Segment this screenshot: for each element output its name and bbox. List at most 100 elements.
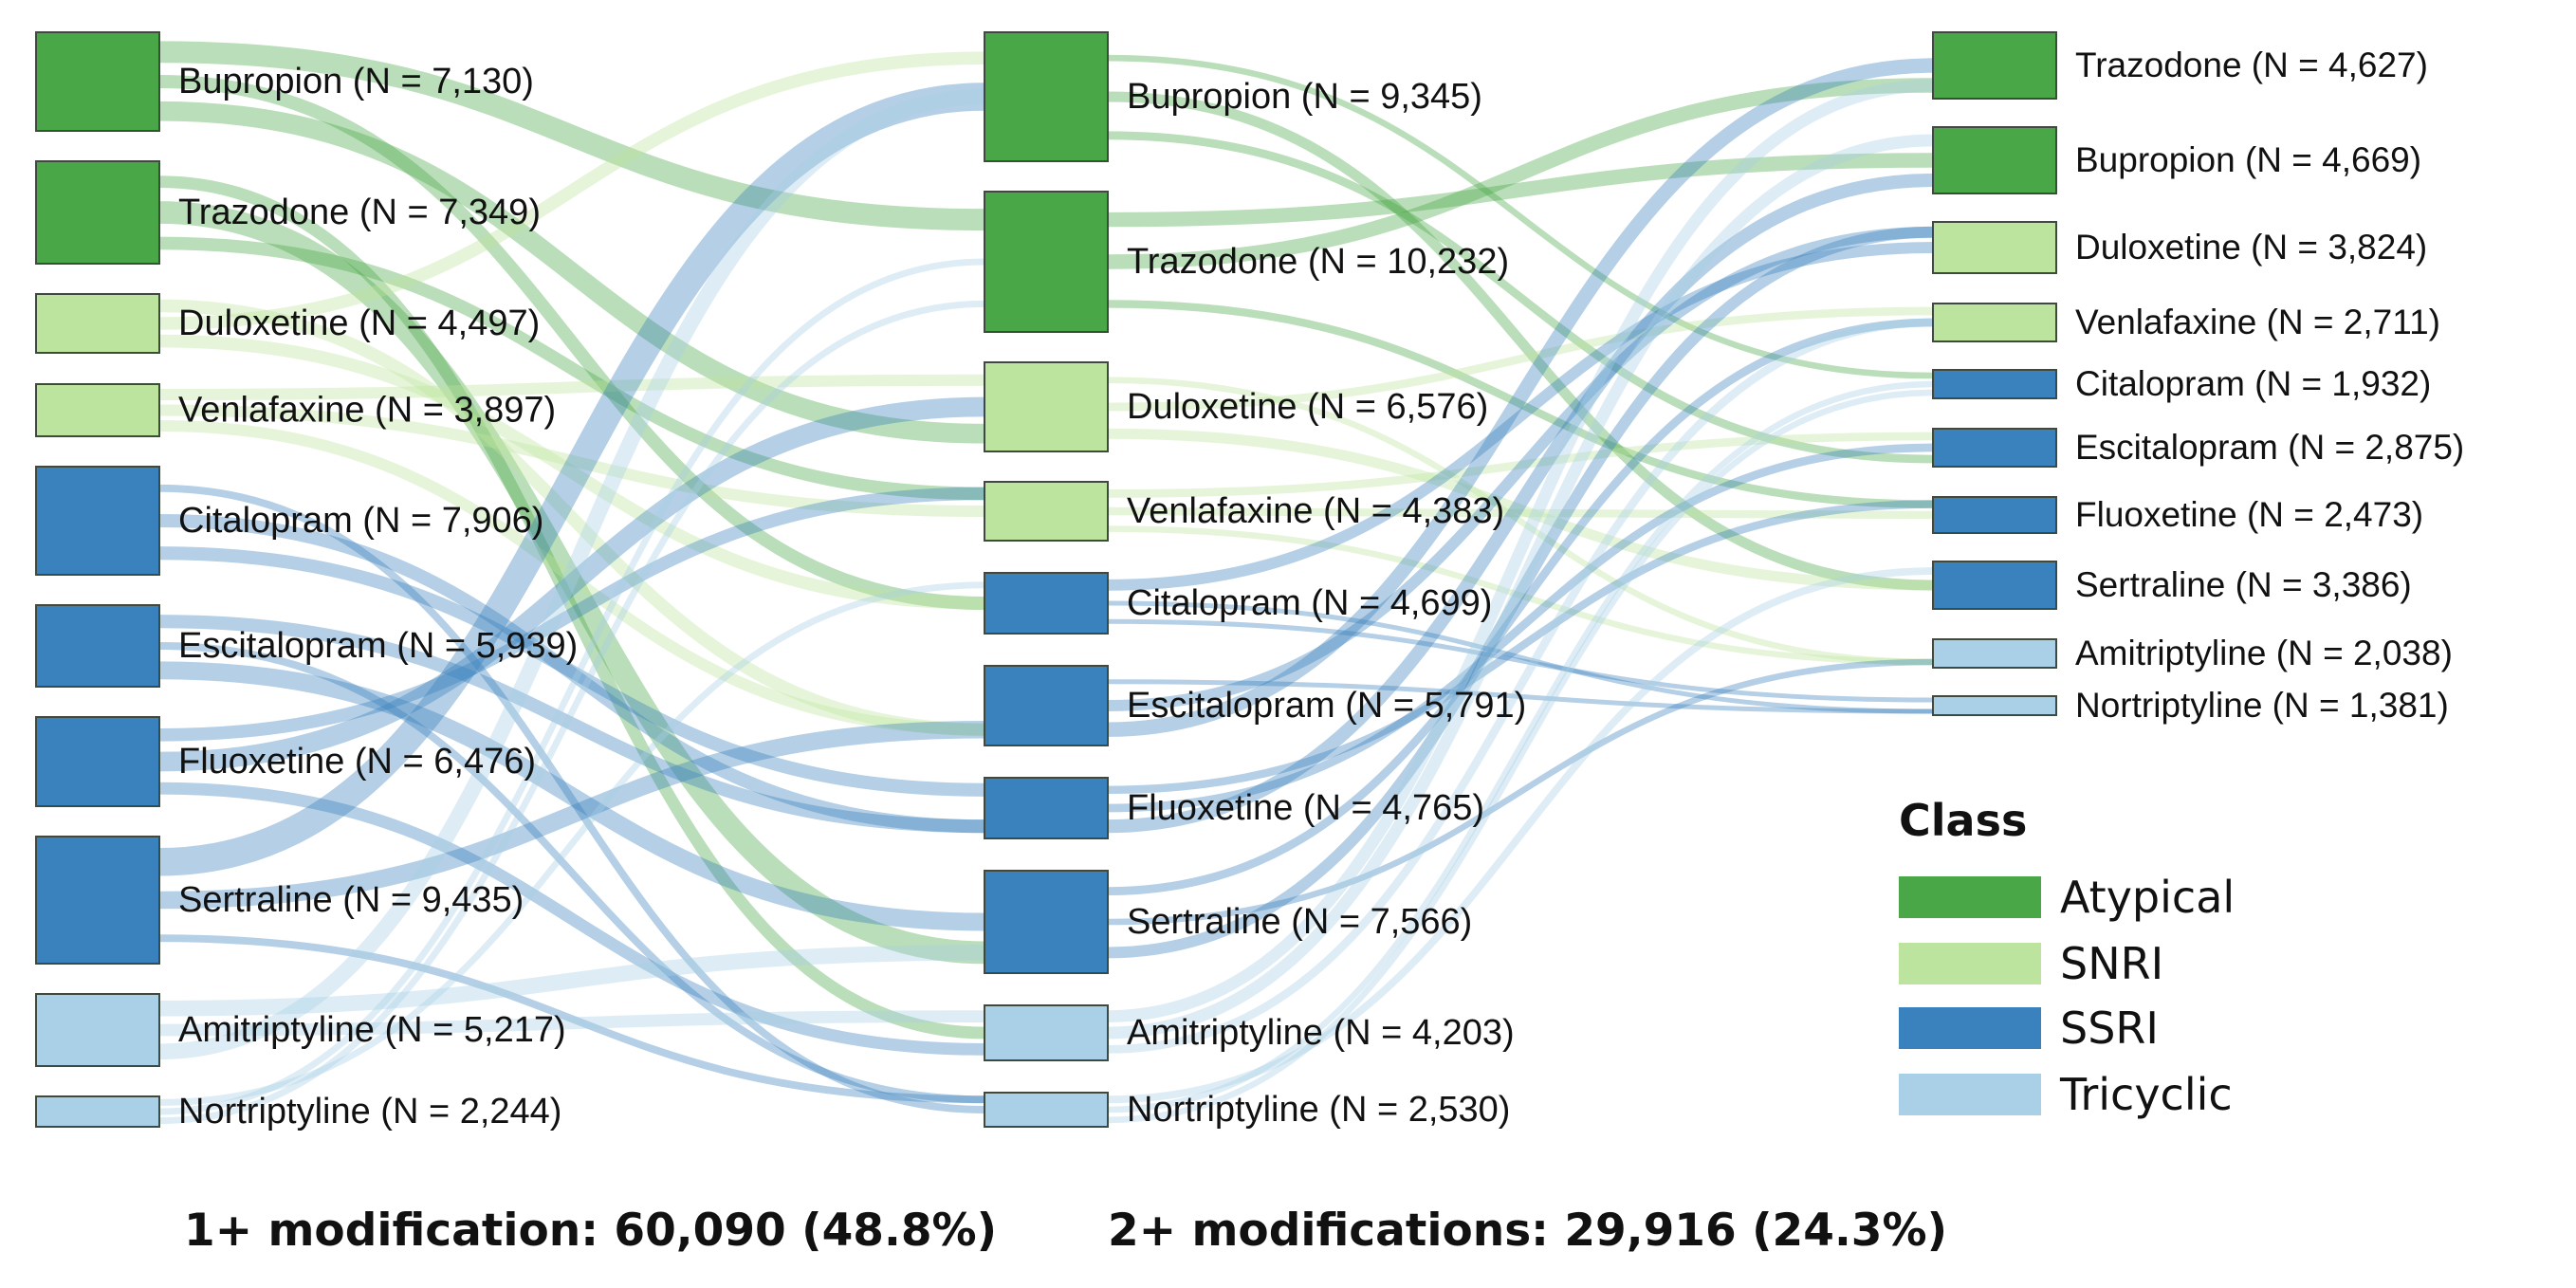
node-label-3-amitriptyline: Amitriptyline (N = 2,038)	[2075, 634, 2453, 672]
node-label-1-fluoxetine: Fluoxetine (N = 6,476)	[178, 742, 536, 782]
flow-link-escitalopram-to-fluoxetine	[158, 615, 985, 834]
flow-link-bupropion-to-sertraline	[1107, 91, 1934, 591]
flow-link-trazodone-to-fluoxetine	[1107, 300, 1934, 508]
flow-link-trazodone-to-venlafaxine	[158, 236, 985, 501]
flow-link-bupropion-to-escitalopram	[1107, 131, 1934, 464]
flow-link-nortriptyline-to-citalopram	[1107, 389, 1934, 1124]
flow-link-fluoxetine-to-escitalopram	[1107, 443, 1934, 813]
legend-swatch-ssri	[1899, 1007, 2041, 1049]
node-3-fluoxetine	[1932, 496, 2057, 534]
flow-link-fluoxetine-to-bupropion	[1107, 173, 1934, 834]
flow-link-venlafaxine-to-venlafaxine	[158, 404, 985, 518]
flow-link-nortriptyline-to-citalopram	[1107, 380, 1934, 1113]
flow-link-citalopram-to-fluoxetine	[158, 546, 985, 797]
flow-link-trazodone-to-bupropion	[1107, 153, 1934, 228]
node-label-3-bupropion: Bupropion (N = 4,669)	[2075, 140, 2421, 179]
node-2-trazodone	[984, 191, 1109, 333]
flow-link-bupropion-to-citalopram	[1107, 54, 1934, 379]
node-2-sertraline	[984, 870, 1109, 974]
node-label-3-venlafaxine: Venlafaxine (N = 2,711)	[2075, 303, 2440, 341]
flow-link-escitalopram-to-duloxetine	[1107, 226, 1934, 711]
flow-link-bupropion-to-trazodone	[158, 41, 985, 231]
flow-link-citalopram-to-duloxetine	[1107, 242, 1934, 591]
flow-link-escitalopram-to-sertraline	[158, 661, 985, 931]
flow-link-duloxetine-to-venlafaxine	[1107, 306, 1934, 412]
node-1-nortriptyline	[35, 1095, 160, 1128]
flow-link-citalopram-to-nortriptyline	[1107, 600, 1934, 714]
node-labels: Bupropion (N = 7,130) Trazodone (N = 7,34…	[178, 46, 2464, 1132]
flow-link-fluoxetine-to-amitriptyline	[158, 782, 985, 1056]
legend-swatch-snri	[1899, 943, 2041, 984]
node-label-3-trazodone: Trazodone (N = 4,627)	[2075, 46, 2428, 84]
node-label-2-duloxetine: Duloxetine (N = 6,576)	[1127, 387, 1488, 427]
node-2-fluoxetine	[984, 777, 1109, 839]
node-1-escitalopram	[35, 604, 160, 688]
caption-second-modification: 2+ modifications: 29,916 (24.3%)	[1108, 1205, 1948, 1257]
flow-links	[158, 41, 1934, 1125]
node-label-3-nortriptyline: Nortriptyline (N = 1,381)	[2075, 686, 2449, 725]
node-boxes	[35, 31, 2057, 1128]
flow-link-trazodone-to-amitriptyline	[158, 175, 985, 1040]
legend-item-tricyclic: Tricyclic	[1899, 1069, 2233, 1120]
node-label-3-citalopram: Citalopram (N = 1,932)	[2075, 364, 2431, 403]
flow-link-sertraline-to-escitalopram	[158, 720, 985, 910]
legend-label-snri: SNRI	[2060, 938, 2164, 989]
node-2-bupropion	[984, 31, 1109, 162]
node-label-2-fluoxetine: Fluoxetine (N = 4,765)	[1127, 788, 1484, 828]
flow-link-fluoxetine-to-venlafaxine	[158, 487, 985, 742]
legend-swatch-tricyclic	[1899, 1074, 2041, 1115]
flow-link-amitriptyline-to-bupropion	[1107, 134, 1934, 1040]
flow-link-amitriptyline-to-bupropion	[158, 88, 985, 1060]
flow-link-citalopram-to-nortriptyline	[1107, 618, 1934, 703]
legend-item-snri: SNRI	[1899, 938, 2164, 989]
flow-link-duloxetine-to-bupropion	[158, 51, 985, 330]
flow-link-venlafaxine-to-duloxetine	[158, 374, 985, 401]
node-3-bupropion	[1932, 126, 2057, 194]
node-3-sertraline	[1932, 561, 2057, 610]
flow-link-fluoxetine-to-duloxetine	[158, 396, 985, 772]
node-label-1-escitalopram: Escitalopram (N = 5,939)	[178, 626, 578, 666]
flow-link-fluoxetine-to-fluoxetine	[1107, 500, 1934, 794]
node-2-escitalopram	[984, 665, 1109, 746]
flow-link-trazodone-to-sertraline	[158, 201, 985, 965]
node-1-citalopram	[35, 466, 160, 576]
legend-item-ssri: SSRI	[1899, 1003, 2159, 1054]
node-1-trazodone	[35, 160, 160, 265]
node-label-3-duloxetine: Duloxetine (N = 3,824)	[2075, 228, 2427, 267]
node-label-2-escitalopram: Escitalopram (N = 5,791)	[1127, 686, 1526, 726]
flow-link-venlafaxine-to-fluoxetine	[1107, 506, 1934, 520]
node-label-1-amitriptyline: Amitriptyline (N = 5,217)	[178, 1010, 566, 1050]
node-3-nortriptyline	[1932, 695, 2057, 716]
node-3-venlafaxine	[1932, 303, 2057, 342]
flow-link-duloxetine-to-sertraline	[1107, 428, 1934, 591]
node-label-1-duloxetine: Duloxetine (N = 4,497)	[178, 304, 540, 343]
flow-link-escitalopram-to-trazodone	[1107, 58, 1934, 737]
node-1-venlafaxine	[35, 383, 160, 437]
node-label-1-sertraline: Sertraline (N = 9,435)	[178, 880, 524, 920]
legend-label-atypical: Atypical	[2060, 872, 2236, 923]
node-label-2-venlafaxine: Venlafaxine (N = 4,383)	[1127, 491, 1504, 531]
node-1-fluoxetine	[35, 716, 160, 807]
legend-label-tricyclic: Tricyclic	[2060, 1069, 2233, 1120]
flow-link-amitriptyline-to-trazodone	[1107, 79, 1934, 1022]
legend-title: Class	[1899, 795, 2028, 846]
node-3-trazodone	[1932, 31, 2057, 100]
flow-link-sertraline-to-duloxetine	[1107, 226, 1934, 959]
node-2-nortriptyline	[984, 1092, 1109, 1128]
node-label-1-nortriptyline: Nortriptyline (N = 2,244)	[178, 1092, 561, 1132]
flow-link-nortriptyline-to-sertraline	[1107, 567, 1934, 1104]
node-label-1-bupropion: Bupropion (N = 7,130)	[178, 62, 534, 101]
flow-link-sertraline-to-venlafaxine	[1107, 318, 1934, 895]
node-label-2-citalopram: Citalopram (N = 4,699)	[1127, 583, 1492, 623]
sankey-canvas: Bupropion (N = 7,130) Trazodone (N = 7,34…	[35, 31, 2464, 1132]
flow-link-nortriptyline-to-citalopram	[158, 581, 985, 1106]
caption-first-modification: 1+ modification: 60,090 (48.8%)	[184, 1205, 998, 1257]
node-3-duloxetine	[1932, 221, 2057, 274]
flow-link-duloxetine-to-escitalopram	[158, 299, 985, 736]
flow-link-amitriptyline-to-sertraline	[158, 945, 985, 1017]
node-2-duloxetine	[984, 361, 1109, 452]
node-label-3-escitalopram: Escitalopram (N = 2,875)	[2075, 428, 2464, 467]
node-1-bupropion	[35, 31, 160, 132]
node-label-1-venlafaxine: Venlafaxine (N = 3,897)	[178, 391, 556, 431]
